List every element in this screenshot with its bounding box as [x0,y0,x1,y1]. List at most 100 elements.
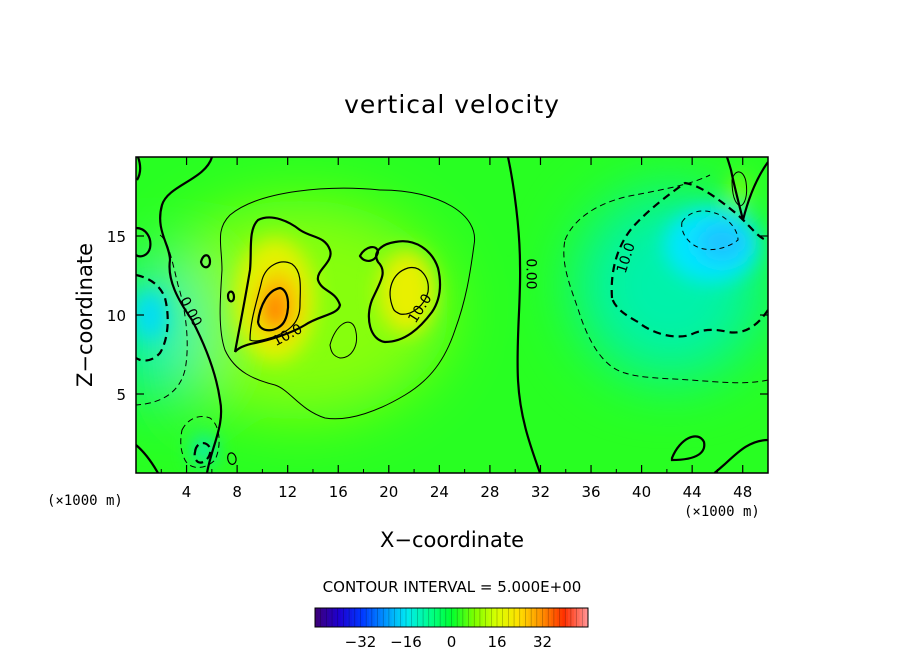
colorbar-frame [314,607,589,628]
colorbar-segment [462,608,467,627]
colorbar-segment [320,608,324,627]
colorbar-segment [499,608,504,627]
colorbar-segment [317,608,322,627]
colorbar-segment [514,608,518,627]
colorbar-segment [573,608,578,627]
colorbar-segment [363,608,367,627]
colorbar-segment [394,608,398,627]
colorbar-segment [334,608,339,627]
contour-fifteen-left-cell [249,261,301,342]
contour-minus-ten-left [136,273,169,362]
colorbar-segment [548,608,552,627]
colorbar-segment [491,608,495,627]
colorbar-segment [391,608,396,627]
x-tick-label: 20 [379,483,398,501]
colorbar-segment [383,608,387,627]
contour-zero-line-left [159,157,223,473]
colorbar-segment [488,608,492,627]
core-yellow-right [379,250,435,334]
contour-minus-five-bottomleft [180,416,220,468]
colorbar-segment [477,608,481,627]
colorbar-segment [340,608,344,627]
contour-zero-loop-bottomright [670,435,706,462]
colorbar-segment [434,608,438,627]
colorbar-segment [400,608,404,627]
colorbar: −32 −16 0 16 32 [314,607,589,651]
colorbar-segment [388,608,393,627]
x-tick-label: 24 [430,483,449,501]
colorbar-segment [414,608,418,627]
contour-zero-loop-small-3 [227,452,237,465]
colorbar-segment [505,608,509,627]
colorbar-segment [556,608,560,627]
colorbar-segment [403,608,407,627]
contour-lines [136,157,768,473]
colorbar-segment [582,608,586,627]
colorbar-segment [553,608,558,627]
colorbar-segment [522,608,526,627]
colorbar-segment [568,608,572,627]
colorbar-segment [448,608,452,627]
contour-minus-five-inner [681,210,739,251]
contour-zero-line-topleft [136,157,142,181]
contour-minus-ten-right [610,181,768,338]
colorbar-segment [457,608,461,627]
contour-ten-line-left-cell [233,216,342,353]
colorbar-segment [531,608,535,627]
colorbar-segment [454,608,458,627]
colorbar-segment [349,608,353,627]
contour-five-inner-loop [329,321,357,359]
colorbar-segment [315,608,319,627]
colorbar-segment [545,608,549,627]
colorbar-segment [337,608,341,627]
colorbar-segment [406,608,410,627]
colorbar-segment [329,608,333,627]
colorbar-segment [417,608,421,627]
contour-fifteen-right-cell [389,266,429,315]
x-tick-label: 4 [182,483,192,501]
colorbar-segment [369,608,373,627]
x-unit-label-right: (×1000 m) [684,504,760,520]
colorbar-segment [397,608,401,627]
core-blue-right [696,222,748,262]
colorbar-segment [497,608,501,627]
colorbar-segment [460,608,464,627]
contour-interval-text: CONTOUR INTERVAL = 5.000E+00 [323,578,582,596]
colorbar-segment [508,608,512,627]
colorbar-segment [551,608,555,627]
colorbar-tick-label: 32 [533,633,552,651]
colorbar-tick-label: 0 [447,633,457,651]
colorbar-segment [437,608,441,627]
field-core [136,175,760,464]
colorbar-segment [442,608,447,627]
y-tick-label: 15 [107,228,126,246]
colorbar-segment [516,608,521,627]
x-tick-label: 36 [581,483,600,501]
colorbar-tick-label: −32 [345,633,377,651]
colorbar-segment [533,608,538,627]
x-tick-label: 16 [329,483,348,501]
colorbar-segment [366,608,370,627]
x-tick-label: 12 [278,483,297,501]
contour-five-outer [219,187,476,420]
colorbar-segment [562,608,566,627]
colorbar-segment [482,608,487,627]
colorbar-segment [479,608,484,627]
contour-zero-loop-left [136,226,152,258]
colorbar-segment [351,608,356,627]
colorbar-segment [357,608,361,627]
y-axis-label: Z−coordinate [73,243,97,387]
contour-twenty-left-cell [256,286,290,332]
contour-minus-five-left [136,234,188,406]
colorbar-segment [354,608,359,627]
x-tick-label: 48 [733,483,752,501]
core-cyan-left [136,290,166,340]
colorbar-segment [423,608,427,627]
x-axis-ticks: 4 8 12 16 20 24 28 32 36 40 44 48 [160,157,752,501]
x-tick-label: 32 [531,483,550,501]
colorbar-segment [570,608,575,627]
contour-label: 0.00 [522,258,538,289]
colorbar-segment [440,608,444,627]
